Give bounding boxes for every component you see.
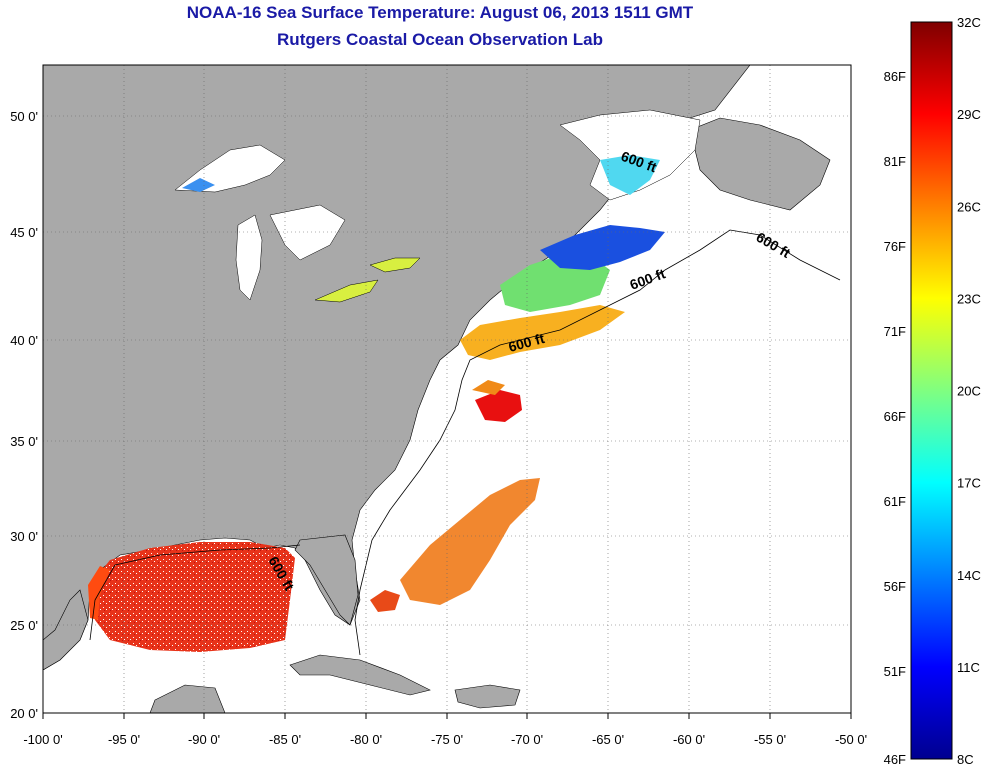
newfoundland-land	[689, 117, 831, 211]
longitude-tick-label: -50 0'	[835, 732, 867, 747]
latitude-tick-label: 30 0'	[10, 529, 38, 544]
latitude-tick-label: 25 0'	[10, 618, 38, 633]
map-title: NOAA-16 Sea Surface Temperature: August …	[186, 3, 694, 22]
cuba-land	[289, 654, 431, 696]
colorbar-fahrenheit-labels: 86F 81F 76F 71F 66F 61F 56F 51F 46F	[884, 69, 906, 767]
sst-hatteras-orange	[472, 380, 505, 395]
colorbar-celsius-label: 14C	[957, 568, 981, 583]
colorbar-celsius-label: 20C	[957, 384, 981, 399]
colorbar-fahrenheit-label: 66F	[884, 409, 906, 424]
sst-lake-superior-blue	[182, 178, 215, 192]
colorbar-fahrenheit-label: 86F	[884, 69, 906, 84]
colorbar	[910, 21, 953, 760]
longitude-tick-label: -75 0'	[431, 732, 463, 747]
longitude-tick-label: -70 0'	[511, 732, 543, 747]
latitude-tick-label: 40 0'	[10, 333, 38, 348]
mexico-land	[43, 589, 89, 671]
florida-land	[294, 534, 359, 626]
longitude-tick-label: -95 0'	[108, 732, 140, 747]
latitude-tick-label: 50 0'	[10, 109, 38, 124]
longitude-axis: -100 0' -95 0' -90 0' -85 0' -80 0' -75 0' -70…	[23, 713, 867, 747]
map-grid	[43, 65, 851, 713]
colorbar-fahrenheit-label: 61F	[884, 494, 906, 509]
latitude-axis: 50 0' 45 0' 40 0' 35 0' 30 0' 25 0' 20 0'	[10, 109, 38, 721]
lake-ontario	[369, 257, 421, 273]
colorbar-fahrenheit-label: 76F	[884, 239, 906, 254]
colorbar-celsius-labels: 32C 29C 26C 23C 20C 17C 14C 11C 8C	[957, 15, 981, 767]
colorbar-celsius-label: 26C	[957, 199, 981, 214]
colorbar-fahrenheit-label: 56F	[884, 579, 906, 594]
longitude-tick-label: -90 0'	[188, 732, 220, 747]
latitude-tick-label: 35 0'	[10, 434, 38, 449]
longitude-tick-label: -85 0'	[269, 732, 301, 747]
yucatan-land	[149, 684, 226, 713]
600ft-contour-line	[354, 229, 841, 656]
sst-cape-hatteras-eddy	[475, 390, 522, 422]
600ft-contour-gulf	[89, 544, 301, 641]
latitude-tick-label: 20 0'	[10, 706, 38, 721]
latitude-tick-label: 45 0'	[10, 225, 38, 240]
colorbar-fahrenheit-label: 46F	[884, 752, 906, 767]
longitude-tick-label: -100 0'	[23, 732, 62, 747]
sst-st-lawrence-cyan	[600, 155, 660, 195]
longitude-tick-label: -65 0'	[592, 732, 624, 747]
sst-scotian-shelf-blue	[540, 225, 665, 270]
colorbar-celsius-label: 17C	[957, 476, 981, 491]
colorbar-fahrenheit-label: 81F	[884, 154, 906, 169]
sst-gulf-of-mexico	[90, 542, 295, 652]
colorbar-fahrenheit-label: 71F	[884, 324, 906, 339]
longitude-tick-label: -55 0'	[754, 732, 786, 747]
colorbar-celsius-label: 32C	[957, 15, 981, 30]
sst-mid-atlantic-shelf	[460, 305, 625, 360]
colorbar-celsius-label: 23C	[957, 291, 981, 306]
longitude-tick-label: -80 0'	[350, 732, 382, 747]
longitude-tick-label: -60 0'	[673, 732, 705, 747]
colorbar-fahrenheit-label: 51F	[884, 664, 906, 679]
map-subtitle: Rutgers Coastal Ocean Observation Lab	[277, 30, 603, 49]
lake-michigan	[235, 214, 263, 301]
hispaniola-land	[454, 684, 521, 709]
lake-erie	[314, 279, 379, 303]
colorbar-celsius-label: 11C	[957, 660, 980, 675]
sst-bahamas-patch	[370, 590, 400, 612]
sst-gulf-stream-south	[400, 478, 540, 605]
colorbar-celsius-label: 29C	[957, 107, 981, 122]
colorbar-celsius-label: 8C	[957, 752, 974, 767]
